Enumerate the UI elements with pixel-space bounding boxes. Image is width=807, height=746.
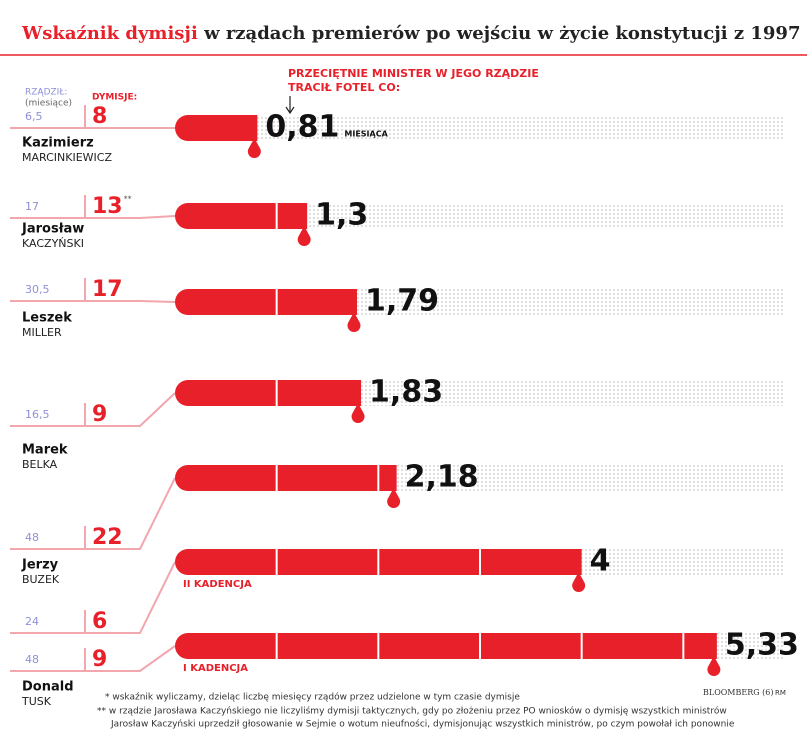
author: RM xyxy=(775,689,786,697)
value-label: 2,18 xyxy=(405,460,479,495)
first-name: Jarosław xyxy=(21,222,84,237)
annotation-arrow xyxy=(285,96,295,115)
bar-track xyxy=(307,203,785,229)
months-header: RZĄDZIŁ: xyxy=(25,88,67,98)
connector xyxy=(10,645,176,672)
months: 30,5 xyxy=(25,283,50,296)
connector xyxy=(10,561,176,634)
drop xyxy=(351,403,365,423)
bar xyxy=(175,633,717,659)
title-rest: w rządach premierów po wejściu w życie k… xyxy=(203,23,807,44)
connector xyxy=(10,392,176,427)
annotation: PRZECIĘTNIE MINISTER W JEGO RZĄDZIE xyxy=(288,67,539,80)
dismissals-header: DYMISJE: xyxy=(92,93,137,103)
title-highlight: Wskaźnik dymisji xyxy=(21,23,198,44)
bar-track xyxy=(356,289,785,315)
bar xyxy=(175,380,362,406)
term-label: I KADENCJA xyxy=(183,663,248,674)
first-name: Donald xyxy=(22,680,74,695)
months: 6,5 xyxy=(25,110,43,123)
bar-track xyxy=(581,549,785,575)
chart-title: Wskaźnik dymisji w rządach premierów po … xyxy=(21,23,807,44)
bar-track xyxy=(361,380,785,406)
dismissals: 6 xyxy=(92,609,107,634)
value-label: 5,33 xyxy=(725,628,799,663)
bar xyxy=(175,289,357,315)
bar xyxy=(175,465,397,491)
bar-track xyxy=(257,115,786,141)
drop xyxy=(297,226,311,247)
dismissals: 13 xyxy=(92,194,123,219)
annotation: TRACIŁ FOTEL CO: xyxy=(288,81,400,94)
first-name: Marek xyxy=(22,443,68,458)
last-name: KACZYŃSKI xyxy=(22,237,84,250)
term-label: II KADENCJA xyxy=(183,579,252,590)
months: 24 xyxy=(25,615,39,628)
first-name: Leszek xyxy=(22,311,72,326)
last-name: MARCINKIEWICZ xyxy=(22,151,112,164)
dismissals-mark: ** xyxy=(124,195,132,204)
months: 16,5 xyxy=(25,408,50,421)
source: BLOOMBERG (6) xyxy=(703,688,774,697)
dismissals: 17 xyxy=(92,277,123,302)
last-name: BUZEK xyxy=(22,573,60,586)
dismissals: 9 xyxy=(92,647,107,672)
last-name: TUSK xyxy=(21,695,52,708)
months: 48 xyxy=(25,653,39,666)
footnote: * wskaźnik wyliczamy, dzieląc liczbę mie… xyxy=(105,692,520,703)
bar xyxy=(175,115,258,141)
months-subheader: (miesiące) xyxy=(25,99,72,109)
dismissals: 8 xyxy=(92,104,107,129)
connector xyxy=(10,300,176,303)
drop xyxy=(387,488,401,508)
months: 48 xyxy=(25,531,39,544)
first-name: Kazimierz xyxy=(22,136,94,151)
value-label: 0,81 xyxy=(265,110,339,145)
months: 17 xyxy=(25,200,39,213)
bar-track xyxy=(716,633,785,659)
last-name: MILLER xyxy=(22,326,62,339)
dismissals: 22 xyxy=(92,525,123,550)
value-label: 1,83 xyxy=(369,375,443,410)
drop xyxy=(347,312,361,333)
unit-label: MIESIĄCA xyxy=(344,130,388,139)
value-label: 1,79 xyxy=(365,284,439,319)
last-name: BELKA xyxy=(22,458,58,471)
footnote: Jarosław Kaczyński uprzedził głosowanie … xyxy=(110,719,735,730)
connector xyxy=(10,477,176,550)
drop xyxy=(707,656,721,676)
value-label: 4 xyxy=(590,544,611,579)
value-label: 1,3 xyxy=(315,198,368,233)
connector xyxy=(10,215,176,219)
bar-track xyxy=(396,465,785,491)
footnote: ** w rządzie Jarosława Kaczyńskiego nie … xyxy=(97,706,727,717)
first-name: Jerzy xyxy=(21,558,59,573)
drop xyxy=(247,138,261,159)
drop xyxy=(572,572,586,592)
dismissals: 9 xyxy=(92,402,107,427)
bar xyxy=(175,203,308,229)
